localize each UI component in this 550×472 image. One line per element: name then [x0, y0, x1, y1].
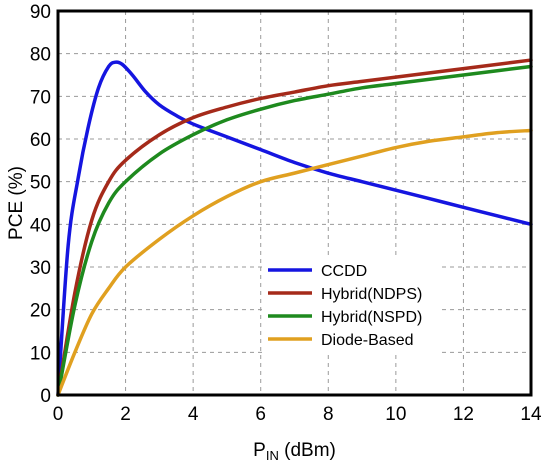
- y-tick-label: 80: [30, 45, 51, 66]
- x-tick-label: 10: [385, 404, 406, 425]
- x-tick-label: 4: [188, 404, 199, 425]
- y-tick-label: 10: [30, 343, 51, 364]
- y-tick-label: 40: [30, 215, 51, 236]
- y-tick-label: 0: [40, 386, 51, 407]
- x-axis-title-main: P: [253, 440, 266, 461]
- x-tick-label: 14: [520, 404, 542, 425]
- y-tick-label: 20: [30, 301, 51, 322]
- x-tick-label: 0: [53, 404, 64, 425]
- legend-label: Hybrid(NSPD): [321, 309, 422, 326]
- x-tick-label: 6: [255, 404, 266, 425]
- tick-labels: 0 2 4 6 8 10 12 14 0 10 20 30 40 50 60 70 80 90: [30, 2, 542, 425]
- x-tick-label: 12: [453, 404, 474, 425]
- y-tick-label: 70: [30, 87, 51, 108]
- legend-label: Hybrid(NDPS): [321, 286, 422, 303]
- y-axis-title: PCE (%): [6, 166, 27, 240]
- x-tick-label: 2: [120, 404, 131, 425]
- legend-label: CCDD: [321, 263, 367, 280]
- y-tick-label: 50: [30, 173, 51, 194]
- y-tick-label: 60: [30, 130, 51, 151]
- x-axis-title: PIN (dBm): [253, 440, 336, 463]
- x-tick-label: 8: [323, 404, 334, 425]
- x-axis-title-sub: IN: [266, 448, 279, 463]
- legend-label: Diode-Based: [321, 332, 414, 349]
- legend: CCDD Hybrid(NDPS) Hybrid(NSPD) Diode-Based: [264, 256, 440, 354]
- y-tick-label: 90: [30, 2, 51, 23]
- y-tick-label: 30: [30, 258, 51, 279]
- x-axis-title-suffix: (dBm): [279, 440, 336, 461]
